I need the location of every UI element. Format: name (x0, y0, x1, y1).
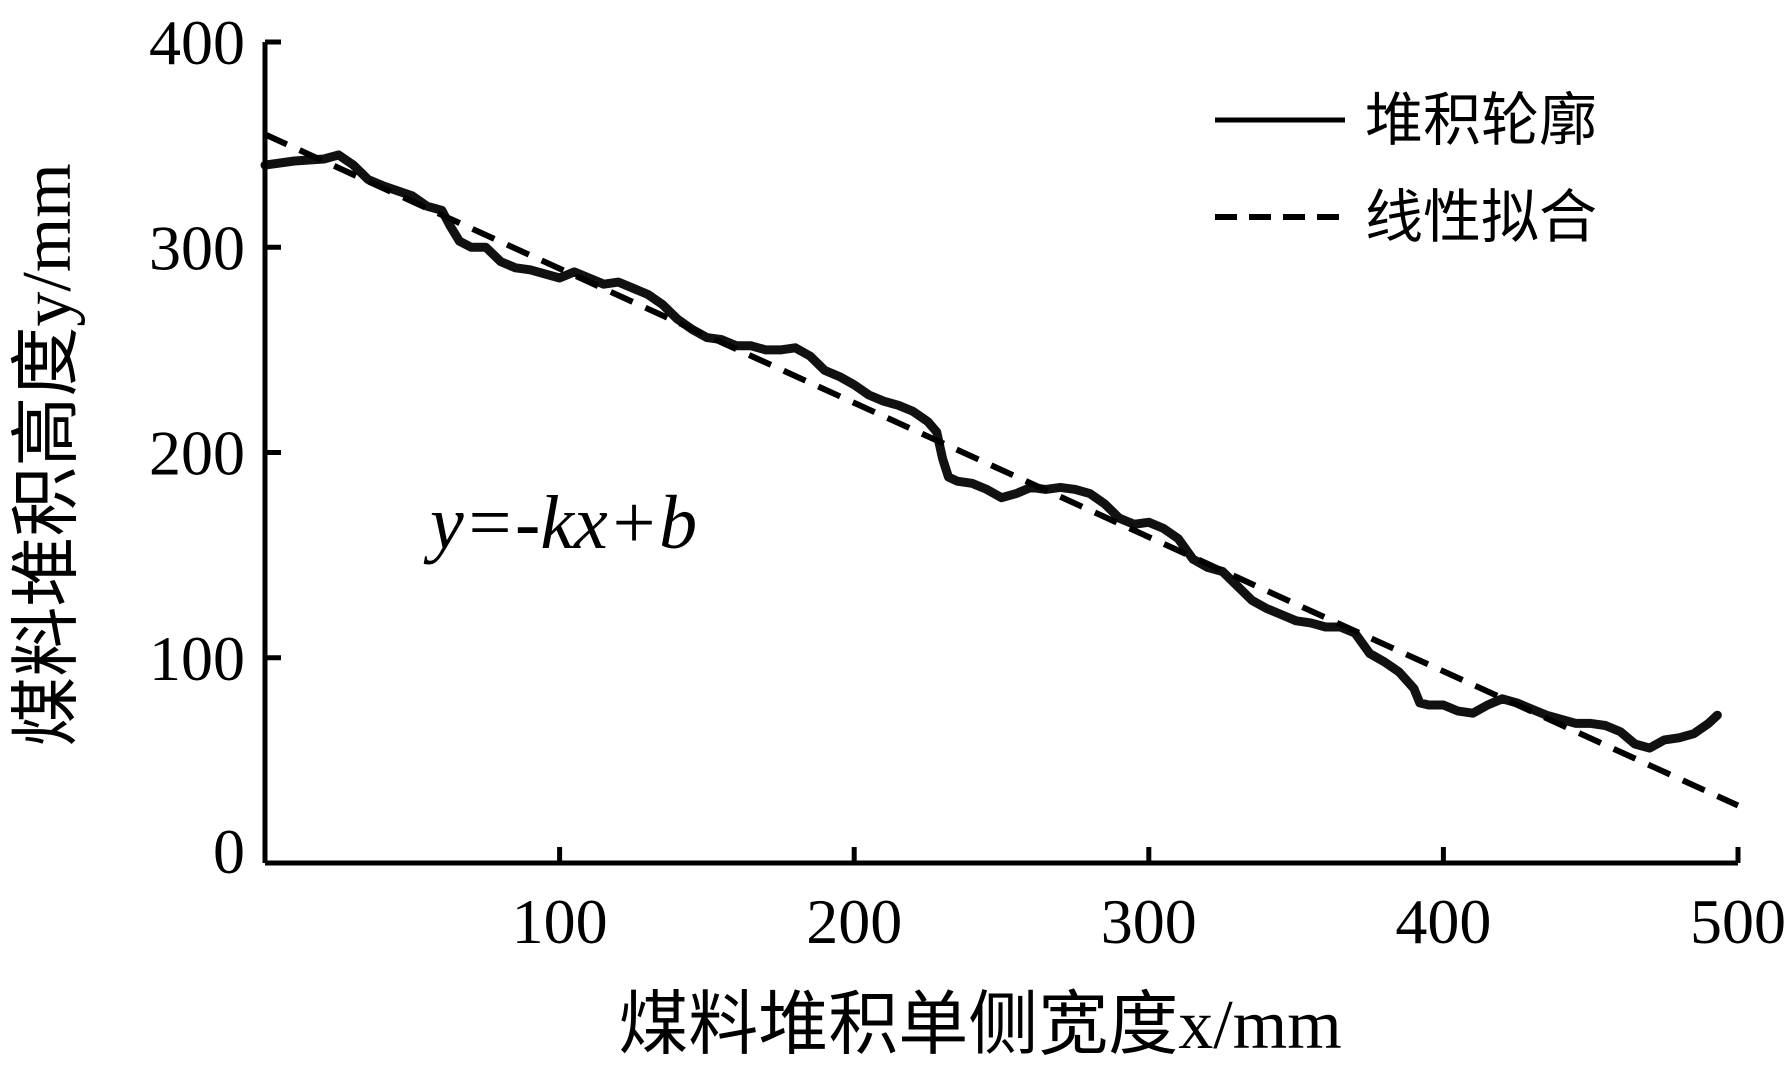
series-profile-line (260, 150, 1722, 753)
x-tick-label: 100 (512, 886, 608, 957)
x-tick-label: 500 (1690, 886, 1785, 957)
y-ticks: 0 100 200 300 400 (149, 7, 281, 887)
y-tick-label: 200 (149, 418, 245, 489)
x-ticks: 100 200 300 400 500 (512, 847, 1785, 957)
y-tick-label: 300 (149, 212, 245, 283)
x-axis-title: 煤料堆积单侧宽度x/mm (618, 987, 1341, 1064)
y-tick-label: 0 (213, 816, 245, 887)
y-axis-title: 煤料堆积高度y/mm (9, 163, 86, 746)
y-tick-label: 400 (149, 7, 245, 78)
axes (262, 42, 1738, 866)
plot-area (260, 131, 1740, 809)
equation-annotation: y=-kx+b (423, 481, 697, 565)
y-tick-label: 100 (149, 623, 245, 694)
x-tick-label: 400 (1395, 886, 1491, 957)
legend: 堆积轮廓 线性拟合 (1215, 88, 1597, 250)
legend-label-0: 堆积轮廓 (1365, 88, 1597, 153)
legend-label-1: 线性拟合 (1365, 185, 1597, 250)
x-tick-label: 300 (1101, 886, 1197, 957)
series-linear-fit-line (263, 131, 1740, 809)
x-tick-label: 200 (806, 886, 902, 957)
